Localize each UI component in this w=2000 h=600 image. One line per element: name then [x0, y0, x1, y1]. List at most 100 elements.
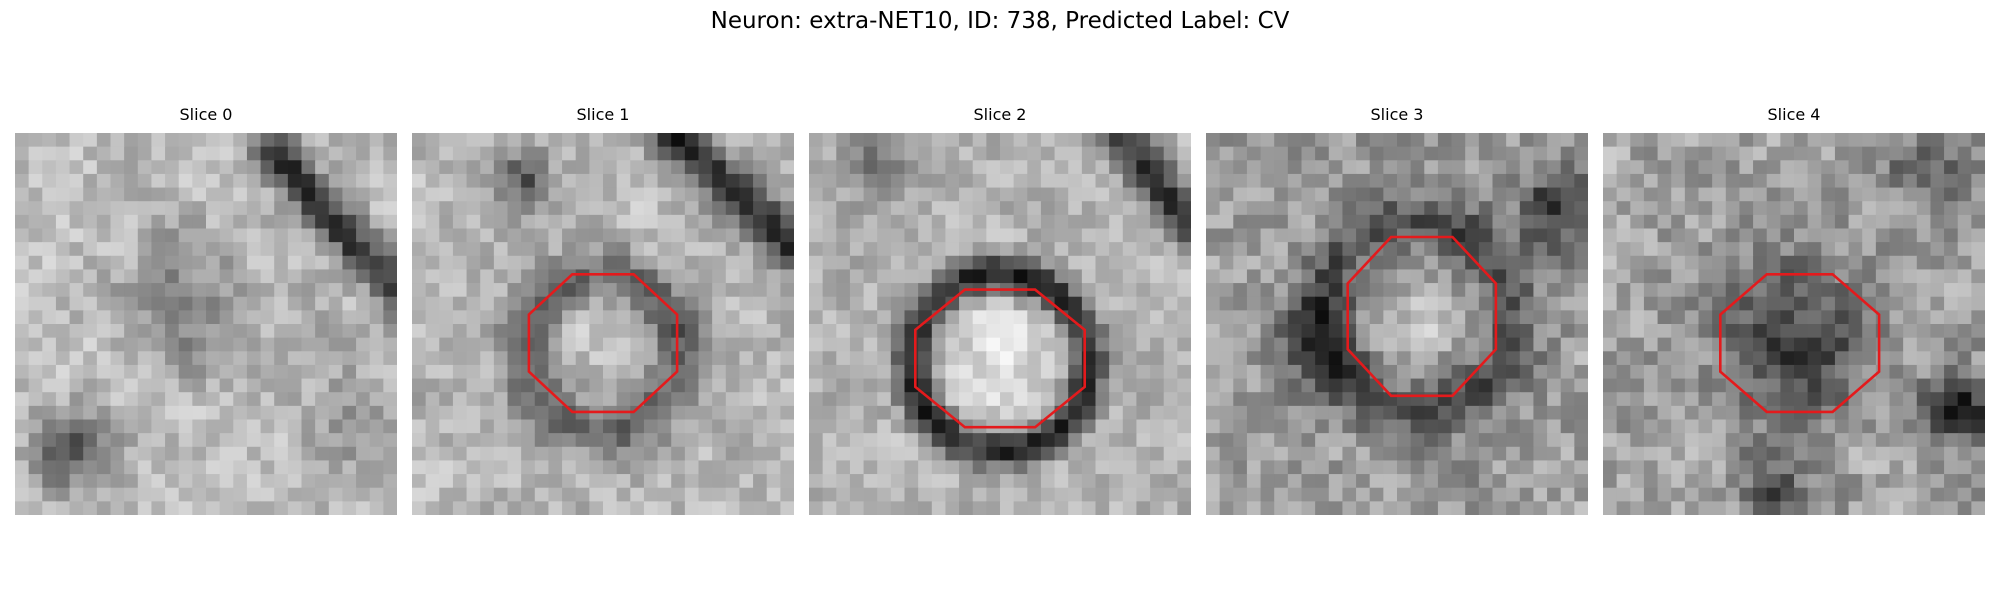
pixel-cell — [165, 446, 180, 462]
pixel-cell — [1383, 501, 1398, 515]
pixel-cell — [684, 214, 700, 230]
pixel-cell — [643, 228, 659, 243]
pixel-cell — [1013, 474, 1028, 489]
pixel-cell — [1807, 378, 1822, 393]
pixel-cell — [766, 446, 781, 462]
pixel-cell — [1821, 214, 1836, 230]
pixel-cell — [1081, 146, 1097, 161]
pixel-cell — [1560, 419, 1575, 434]
pixel-cell — [1287, 474, 1303, 489]
pixel-cell — [466, 296, 481, 311]
pixel-cell — [1219, 378, 1234, 393]
pixel-cell — [616, 228, 631, 243]
pixel-cell — [725, 214, 741, 230]
pixel-cell — [1957, 283, 1972, 298]
pixel-cell — [1671, 433, 1686, 448]
pixel-cell — [301, 160, 316, 175]
pixel-cell — [1492, 269, 1507, 284]
pixel-cell — [1424, 324, 1439, 339]
pixel-cell — [1533, 214, 1548, 230]
pixel-cell — [849, 324, 865, 339]
pixel-cell — [1807, 364, 1822, 380]
pixel-cell — [301, 201, 316, 216]
pixel-cell — [904, 324, 919, 339]
pixel-cell — [684, 228, 700, 243]
pixel-cell — [1684, 378, 1700, 393]
pixel-cell — [1177, 214, 1191, 230]
pixel-cell — [1424, 392, 1439, 407]
pixel-cell — [137, 296, 153, 311]
pixel-cell — [1150, 405, 1165, 421]
pixel-cell — [1766, 310, 1781, 325]
pixel-cell — [1957, 378, 1972, 393]
pixel-cell — [945, 173, 960, 189]
pixel-cell — [1301, 283, 1316, 298]
pixel-cell — [1560, 255, 1575, 271]
pixel-cell — [630, 283, 645, 298]
pixel-cell — [809, 419, 824, 434]
pixel-cell — [931, 351, 947, 366]
pixel-cell — [1136, 446, 1151, 462]
pixel-cell — [369, 501, 384, 515]
pixel-cell — [1957, 310, 1972, 325]
pixel-cell — [1206, 501, 1221, 515]
pixel-cell — [466, 446, 481, 462]
pixel-cell — [233, 269, 248, 284]
pixel-cell — [986, 242, 1001, 257]
pixel-cell — [1574, 460, 1588, 475]
pixel-cell — [1643, 201, 1659, 216]
pixel-cell — [1739, 214, 1754, 230]
pixel-cell — [274, 228, 289, 243]
pixel-cell — [328, 501, 344, 515]
pixel-cell — [1356, 283, 1371, 298]
pixel-cell — [1916, 228, 1932, 243]
pixel-cell — [1712, 187, 1727, 202]
pixel-cell — [1287, 419, 1303, 434]
pixel-cell — [1698, 173, 1713, 189]
pixel-cell — [972, 160, 987, 175]
pixel-cell — [1930, 487, 1945, 502]
pixel-cell — [1957, 351, 1972, 366]
pixel-cell — [287, 160, 303, 175]
pixel-cell — [603, 242, 618, 257]
pixel-cell — [1848, 214, 1863, 230]
pixel-cell — [1260, 324, 1275, 339]
pixel-cell — [1794, 337, 1809, 352]
pixel-cell — [959, 160, 974, 175]
pixel-cell — [1246, 446, 1262, 462]
pixel-cell — [328, 337, 344, 352]
pixel-cell — [1219, 310, 1234, 325]
pixel-cell — [1383, 173, 1398, 189]
pixel-cell — [1821, 460, 1836, 475]
pixel-cell — [1383, 405, 1398, 421]
pixel-cell — [1095, 201, 1110, 216]
pixel-cell — [1903, 310, 1918, 325]
pixel-cell — [1206, 242, 1221, 257]
pixel-cell — [1630, 269, 1645, 284]
pixel-cell — [412, 501, 427, 515]
pixel-cell — [493, 446, 509, 462]
pixel-cell — [780, 487, 794, 502]
pixel-cell — [1753, 201, 1768, 216]
pixel-cell — [1616, 242, 1631, 257]
pixel-cell — [1219, 392, 1234, 407]
pixel-cell — [725, 378, 741, 393]
pixel-cell — [1274, 283, 1289, 298]
pixel-cell — [1780, 460, 1795, 475]
pixel-cell — [1930, 324, 1945, 339]
pixel-cell — [219, 446, 234, 462]
pixel-cell — [1068, 296, 1083, 311]
pixel-cell — [1246, 419, 1262, 434]
pixel-cell — [1122, 474, 1138, 489]
pixel-cell — [507, 392, 522, 407]
pixel-cell — [274, 487, 289, 502]
pixel-cell — [1834, 160, 1850, 175]
pixel-cell — [657, 419, 672, 434]
pixel-cell — [1068, 460, 1083, 475]
pixel-cell — [1957, 187, 1972, 202]
pixel-cell — [328, 487, 344, 502]
pixel-cell — [1150, 501, 1165, 515]
pixel-cell — [466, 433, 481, 448]
pixel-cell — [1328, 487, 1344, 502]
pixel-cell — [684, 351, 700, 366]
